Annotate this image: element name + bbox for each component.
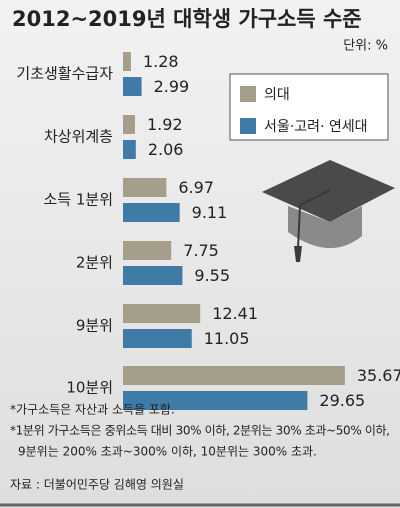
value-label: 12.41 [212, 304, 258, 323]
legend-box [229, 73, 389, 141]
source: 자료 : 더불어민주당 김해영 의원실 [10, 478, 184, 492]
note: *가구소득은 자산과 소득을 포함. [10, 403, 175, 417]
bar [123, 391, 308, 410]
bar [123, 77, 142, 96]
value-label: 29.65 [319, 391, 365, 410]
category-label: 차상위계층 [44, 128, 113, 146]
bar [123, 266, 183, 285]
bar [123, 203, 180, 222]
category-label: 기초생활수급자 [16, 65, 113, 83]
bar [123, 140, 136, 159]
note: *1분위 가구소득은 중위소득 대비 30% 이하, 2분위는 30% 초과~5… [10, 424, 390, 438]
value-label: 7.75 [183, 241, 219, 260]
unit-label: 단위: % [343, 39, 388, 54]
value-label: 1.92 [147, 115, 183, 134]
legend-label: 의대 [264, 87, 290, 103]
category-label: 2분위 [76, 254, 113, 272]
category-label: 9분위 [76, 317, 113, 335]
bar [123, 241, 172, 260]
chart-title: 2012~2019년 대학생 가구소득 수준 [12, 7, 362, 31]
bar [123, 178, 167, 197]
legend-label: 서울·고려· 연세대 [264, 119, 368, 135]
legend-swatch [240, 118, 256, 134]
graduation-cap [262, 160, 395, 262]
category-label: 소득 1분위 [43, 191, 113, 209]
value-label: 9.11 [192, 203, 228, 222]
bar [123, 366, 345, 385]
value-label: 2.06 [148, 140, 184, 159]
note: 9분위는 200% 초과~300% 이하, 10분위는 300% 초과. [18, 445, 317, 459]
value-label: 6.97 [178, 178, 214, 197]
value-label: 11.05 [204, 329, 250, 348]
value-label: 2.99 [154, 77, 190, 96]
bar [123, 115, 135, 134]
bar [123, 329, 192, 348]
value-label: 9.55 [194, 266, 230, 285]
value-label: 1.28 [143, 52, 179, 71]
category-label: 10분위 [66, 379, 113, 397]
bar [123, 52, 131, 71]
value-label: 35.67 [357, 366, 400, 385]
bar [123, 304, 201, 323]
legend-swatch [240, 86, 256, 102]
